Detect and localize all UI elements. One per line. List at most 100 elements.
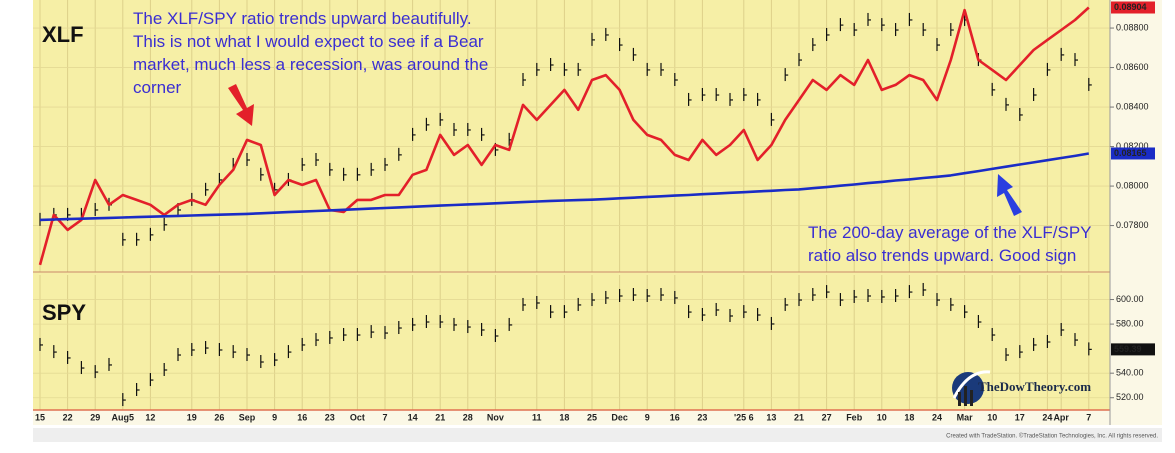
price-bar <box>494 328 499 342</box>
x-tick-label: 18 <box>559 412 569 422</box>
price-bar <box>798 53 802 67</box>
y-tick-label: 520.00 <box>1116 392 1144 402</box>
x-tick-label: Sep <box>239 412 256 422</box>
price-bar <box>39 337 43 351</box>
x-tick-label: 18 <box>904 412 914 422</box>
price-bar <box>370 162 375 176</box>
price-bar <box>467 122 471 136</box>
price-bar <box>743 88 747 102</box>
x-tick-label: 16 <box>670 412 680 422</box>
price-bar <box>467 320 471 334</box>
price-bar <box>301 157 306 171</box>
y-tick-label: 0.08800 <box>1116 22 1149 32</box>
series-line <box>39 152 1090 222</box>
price-bar <box>1088 342 1092 356</box>
price-bar <box>439 315 444 329</box>
y-tick-label: 0.08000 <box>1116 180 1149 190</box>
last-value-box <box>1111 343 1155 356</box>
last-value-label: 559.39 <box>1114 344 1142 354</box>
x-tick-label: Apr <box>1053 412 1069 422</box>
x-tick-label: '25 6 <box>734 412 754 422</box>
x-tick-label: 7 <box>382 412 387 422</box>
x-tick-label: 21 <box>794 412 804 422</box>
price-bar <box>770 316 775 330</box>
price-bar <box>1046 62 1051 76</box>
price-bar <box>674 290 678 304</box>
price-bar <box>274 353 278 367</box>
price-bar <box>922 23 927 37</box>
price-bar <box>384 157 388 171</box>
logo-bar <box>958 392 961 406</box>
price-bar <box>453 122 457 136</box>
x-tick-label: 11 <box>532 412 542 422</box>
price-bar <box>425 117 430 131</box>
price-bar <box>950 297 954 311</box>
price-bar <box>881 289 885 303</box>
price-bar <box>536 62 540 76</box>
price-bar <box>246 348 250 362</box>
x-tick-label: 22 <box>63 412 73 422</box>
price-bar <box>701 88 706 102</box>
panel-title: SPY <box>42 300 86 325</box>
y-tick-label: 0.08600 <box>1116 62 1149 72</box>
price-bar <box>618 38 623 52</box>
x-tick-label: 7 <box>1086 412 1091 422</box>
x-tick-label: 29 <box>90 412 100 422</box>
price-bar <box>315 333 319 347</box>
price-bar <box>329 162 333 176</box>
price-bar <box>784 297 789 311</box>
price-bar <box>729 308 733 322</box>
price-bar <box>412 127 416 141</box>
price-bar <box>384 326 388 340</box>
annotation-arrow <box>228 84 254 126</box>
price-bar <box>798 293 802 307</box>
last-value-box <box>1111 1 1155 14</box>
price-bar <box>53 345 57 359</box>
price-bar <box>412 317 416 331</box>
logo-bar <box>970 390 973 406</box>
price-bar <box>536 295 540 309</box>
x-tick-label: Mar <box>957 412 974 422</box>
plot-background <box>33 0 1110 410</box>
y-tick-label: 540.00 <box>1116 368 1144 378</box>
price-bar <box>260 355 264 369</box>
x-tick-label: 15 <box>35 412 45 422</box>
annotation-text: ratio also trends upward. Good sign <box>808 246 1076 265</box>
price-bar <box>591 293 595 307</box>
annotation-arrow <box>997 174 1022 216</box>
x-tick-label: 16 <box>297 412 307 422</box>
y-tick-label: 0.08400 <box>1116 101 1149 111</box>
price-bar <box>632 288 637 302</box>
price-bar <box>1005 348 1009 362</box>
x-tick-label: 19 <box>187 412 197 422</box>
price-bar <box>343 328 347 342</box>
price-bar <box>701 308 706 322</box>
price-bar <box>908 12 913 26</box>
price-bar <box>481 322 485 336</box>
price-bar <box>1060 322 1065 336</box>
annotation-text: market, much less a recession, was aroun… <box>133 55 488 74</box>
x-tick-label: 10 <box>987 412 997 422</box>
price-bar <box>398 147 402 161</box>
footer-bar <box>33 428 1162 442</box>
price-bar <box>1074 53 1078 67</box>
x-tick-label: Aug5 <box>112 412 135 422</box>
logo-text: TheDowTheory.com <box>978 379 1091 394</box>
price-bar <box>646 288 651 302</box>
price-bar <box>812 38 816 52</box>
annotation-text: The 200-day average of the XLF/SPY <box>808 223 1092 242</box>
price-bar <box>605 290 609 304</box>
price-bar <box>301 337 306 351</box>
logo-bar <box>964 386 967 406</box>
price-bar <box>936 293 940 307</box>
x-tick-label: 24 <box>932 412 942 422</box>
price-bar <box>122 393 126 407</box>
x-tick-label: 9 <box>645 412 650 422</box>
panel-title: XLF <box>42 22 84 47</box>
price-bar <box>991 328 996 342</box>
price-bar <box>356 167 361 181</box>
price-bar <box>287 345 292 359</box>
x-tick-label: 23 <box>697 412 707 422</box>
